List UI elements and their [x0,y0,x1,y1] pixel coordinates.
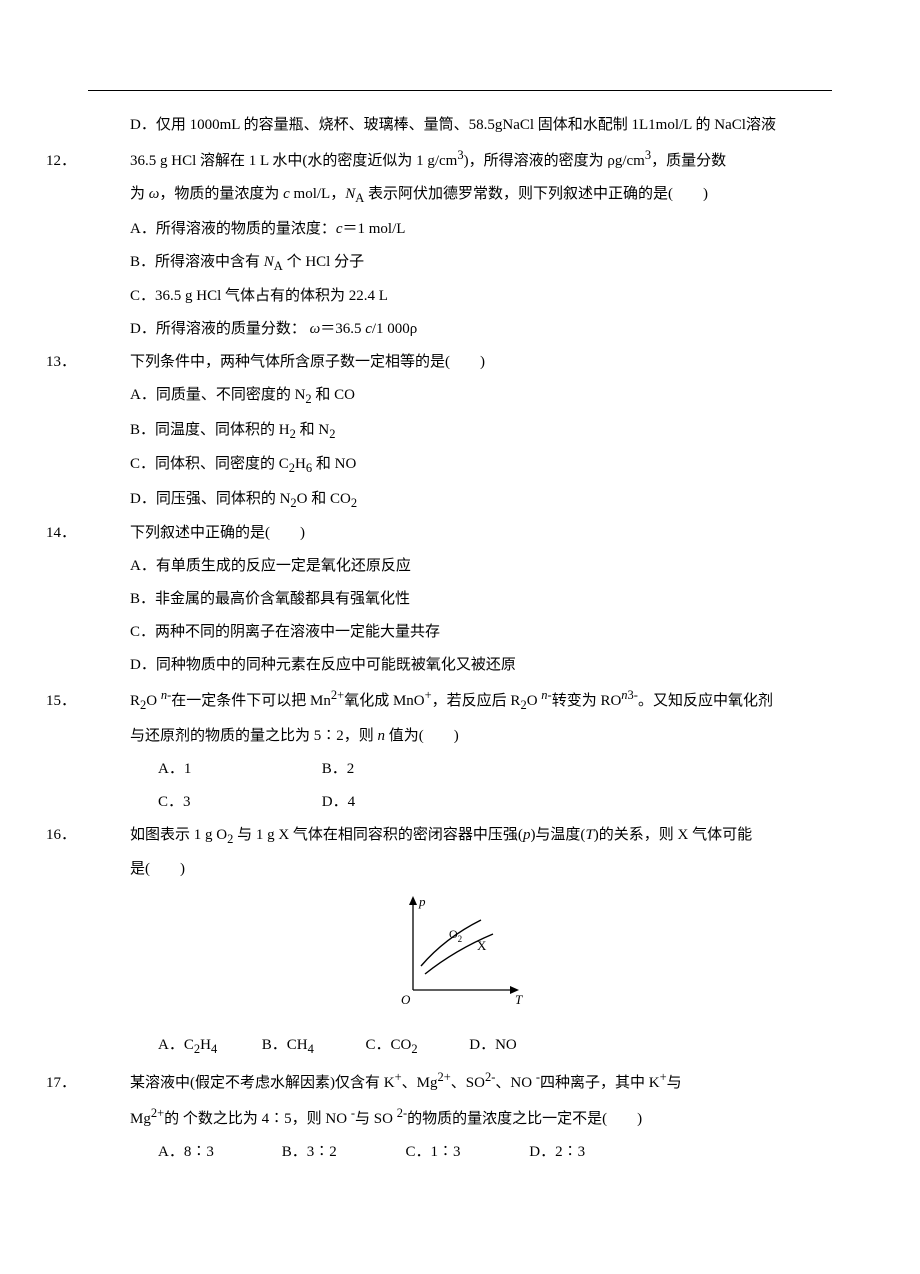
curve-o2-label: O2 [449,927,462,944]
curve-x-label: X [477,938,487,953]
q16-diagram: p T O O2 X [88,892,832,1023]
p-axis-label: p [418,894,426,909]
q12: 12．36.5 g HCl 溶解在 1 L 水中(水的密度近似为 1 g/cm3… [88,142,832,346]
q15-stem-line2: 与还原剂的物质的量之比为 5∶2，则 n 值为( ) [88,720,832,753]
q15-option-b: B．2 [322,753,355,786]
q15-options-row2: C．3 D．4 [88,786,832,819]
q15-stem-line1: 15．R2O n-在一定条件下可以把 Mn2+氧化成 MnO+，若反应后 R2O… [88,682,832,720]
q17-option-d: D．2∶3 [529,1136,585,1169]
q17-num: 17． [88,1067,130,1100]
q17-option-a: A．8∶3 [158,1136,278,1169]
q16: 16．如图表示 1 g O2 与 1 g X 气体在相同容积的密闭容器中压强(p… [88,819,832,1064]
q13-stem: 13．下列条件中，两种气体所含原子数一定相等的是( ) [88,346,832,379]
q13-option-c: C．同体积、同密度的 C2H6 和 NO [88,448,832,483]
q16-stem-line1: 16．如图表示 1 g O2 与 1 g X 气体在相同容积的密闭容器中压强(p… [88,819,832,854]
q12-option-b: B．所得溶液中含有 NA 个 HCl 分子 [88,246,832,281]
q16-option-c: C．CO2 [366,1029,466,1064]
q13: 13．下列条件中，两种气体所含原子数一定相等的是( ) A．同质量、不同密度的 … [88,346,832,517]
q16-options: A．C2H4 B．CH4 C．CO2 D．NO [88,1029,832,1064]
q14-option-b: B．非金属的最高价含氧酸都具有强氧化性 [88,583,832,616]
q13-num: 13． [88,346,130,379]
q13-option-d: D．同压强、同体积的 N2O 和 CO2 [88,483,832,518]
q15: 15．R2O n-在一定条件下可以把 Mn2+氧化成 MnO+，若反应后 R2O… [88,682,832,819]
q12-option-d: D．所得溶液的质量分数： ω＝36.5 c/1 000ρ [88,313,832,346]
q13-option-b: B．同温度、同体积的 H2 和 N2 [88,414,832,449]
q17-option-c: C．1∶3 [406,1136,526,1169]
q17-options: A．8∶3 B．3∶2 C．1∶3 D．2∶3 [88,1136,832,1169]
y-axis-arrow [409,896,417,905]
origin-label: O [401,992,411,1007]
q16-option-d: D．NO [469,1029,517,1062]
q14-num: 14． [88,517,130,550]
q12-num: 12． [88,145,130,178]
t-axis-label: T [515,992,523,1007]
q14-option-d: D．同种物质中的同种元素在反应中可能既被氧化又被还原 [88,649,832,682]
q15-option-a: A．1 [158,753,318,786]
q16-option-b: B．CH4 [262,1029,362,1064]
q12-option-c: C．36.5 g HCl 气体占有的体积为 22.4 L [88,280,832,313]
q14-stem: 14．下列叙述中正确的是( ) [88,517,832,550]
q12-stem-line2: 为 ω，物质的量浓度为 c mol/L，NA 表示阿伏加德罗常数，则下列叙述中正… [88,178,832,213]
q13-option-a: A．同质量、不同密度的 N2 和 CO [88,379,832,414]
q12-stem1-text: 36.5 g HCl 溶解在 1 L 水中(水的密度近似为 1 g/cm3)，所… [130,153,726,169]
q12-stem-line1: 12．36.5 g HCl 溶解在 1 L 水中(水的密度近似为 1 g/cm3… [88,142,832,178]
q16-num: 16． [88,819,130,852]
q16-option-a: A．C2H4 [158,1029,258,1064]
q15-option-c: C．3 [158,786,318,819]
q11-option-d: D．仅用 1000mL 的容量瓶、烧杯、玻璃棒、量筒、58.5gNaCl 固体和… [88,109,832,142]
q17: 17．某溶液中(假定不考虑水解因素)仅含有 K+、Mg2+、SO2-、NO -四… [88,1064,832,1169]
q14-option-a: A．有单质生成的反应一定是氧化还原反应 [88,550,832,583]
q17-stem1-text: 某溶液中(假定不考虑水解因素)仅含有 K+、Mg2+、SO2-、NO -四种离子… [130,1075,682,1091]
q14-stem-text: 下列叙述中正确的是( ) [130,525,305,541]
q16-stem1-text: 如图表示 1 g O2 与 1 g X 气体在相同容积的密闭容器中压强(p)与温… [130,827,752,843]
q12-option-a: A．所得溶液的物质的量浓度：c＝1 mol/L [88,213,832,246]
q15-options-row1: A．1 B．2 [88,753,832,786]
q15-option-d: D．4 [322,786,355,819]
pt-graph-svg: p T O O2 X [385,892,535,1010]
q15-num: 15． [88,685,130,718]
q14: 14．下列叙述中正确的是( ) A．有单质生成的反应一定是氧化还原反应 B．非金… [88,517,832,682]
q16-stem-line2: 是( ) [88,853,832,886]
q17-option-b: B．3∶2 [282,1136,402,1169]
q17-stem-line1: 17．某溶液中(假定不考虑水解因素)仅含有 K+、Mg2+、SO2-、NO -四… [88,1064,832,1100]
top-rule [88,90,832,91]
q13-stem-text: 下列条件中，两种气体所含原子数一定相等的是( ) [130,354,485,370]
q11-option-d-continuation: D．仅用 1000mL 的容量瓶、烧杯、玻璃棒、量筒、58.5gNaCl 固体和… [88,109,832,142]
q14-option-c: C．两种不同的阴离子在溶液中一定能大量共存 [88,616,832,649]
q15-stem1-text: R2O n-在一定条件下可以把 Mn2+氧化成 MnO+，若反应后 R2O n-… [130,693,773,709]
q17-stem-line2: Mg2+的 个数之比为 4∶5，则 NO -与 SO 2-的物质的量浓度之比一定… [88,1100,832,1136]
